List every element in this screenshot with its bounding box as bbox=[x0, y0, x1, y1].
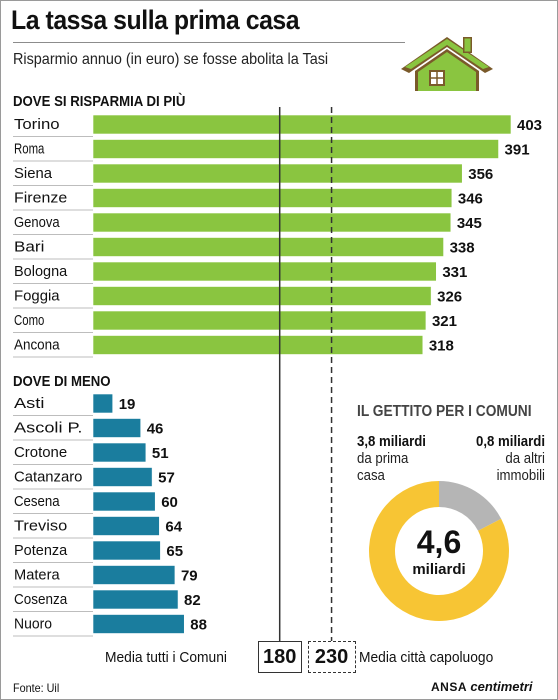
top-bar bbox=[92, 188, 453, 208]
donut-center-value: 4,6 bbox=[417, 524, 461, 560]
top-value-label: 321 bbox=[432, 313, 457, 330]
ansa-logo: ANSA centimetri bbox=[431, 679, 533, 694]
page-subtitle: Risparmio annuo (in euro) se fosse aboli… bbox=[13, 51, 329, 68]
page-title: La tassa sulla prima casa bbox=[11, 5, 300, 35]
bottom-bar bbox=[92, 589, 179, 610]
top-value-label: 326 bbox=[437, 289, 462, 306]
bottom-bar bbox=[92, 442, 147, 463]
revenue-donut: 4,6 miliardi bbox=[369, 481, 509, 621]
donut-center-unit: miliardi bbox=[412, 561, 465, 578]
top-value-label: 391 bbox=[505, 142, 530, 159]
capital-average-label: Media città capoluogo bbox=[359, 649, 494, 666]
revenue-title: IL GETTITO PER I COMUNI bbox=[357, 403, 532, 420]
house-icon bbox=[401, 37, 493, 91]
bottom-category-label: Crotone bbox=[14, 444, 67, 461]
bottom-bar bbox=[92, 614, 185, 634]
top-category-label: Firenze bbox=[14, 190, 67, 207]
donut-slice-prima-casa bbox=[369, 481, 509, 621]
top-category-label: Ancona bbox=[14, 337, 60, 354]
revenue-primary-value: 3,8 miliardi bbox=[357, 433, 426, 450]
bottom-category-label: Asti bbox=[14, 395, 44, 412]
revenue-other-value: 0,8 miliardi bbox=[476, 433, 545, 450]
top-category-label: Bologna bbox=[14, 263, 68, 280]
top-bar bbox=[92, 212, 452, 233]
bottom-value-label: 46 bbox=[147, 421, 164, 438]
bottom-bar bbox=[92, 516, 160, 536]
top-value-label: 345 bbox=[457, 215, 482, 232]
top-category-label: Torino bbox=[14, 116, 60, 133]
bottom-category-label: Matera bbox=[14, 567, 60, 584]
bottom-category-label: Cosenza bbox=[14, 591, 68, 608]
bottom-value-label: 51 bbox=[152, 445, 169, 462]
bottom-value-label: 19 bbox=[119, 396, 136, 413]
revenue-other-desc: da altri immobili bbox=[496, 450, 545, 484]
bottom-value-label: 57 bbox=[158, 470, 175, 487]
bottom-bar bbox=[92, 467, 153, 487]
revenue-other-label: 0,8 miliardi da altri immobili bbox=[469, 433, 545, 484]
top-category-label: Foggia bbox=[14, 288, 60, 305]
top-bar bbox=[92, 335, 424, 355]
top-bar bbox=[92, 286, 432, 306]
bottom-value-label: 65 bbox=[166, 543, 183, 560]
top-bar bbox=[92, 114, 512, 135]
source-note: Fonte: Uil bbox=[13, 681, 60, 695]
bottom-category-label: Nuoro bbox=[14, 616, 52, 633]
top-category-label: Genova bbox=[14, 214, 60, 231]
top-bar bbox=[92, 261, 437, 282]
top-value-label: 346 bbox=[458, 191, 483, 208]
bottom-category-label: Catanzaro bbox=[14, 469, 82, 486]
top-bar bbox=[92, 310, 427, 331]
capital-average-value: 230 bbox=[307, 641, 356, 673]
bottom-bar bbox=[92, 540, 161, 561]
top-category-label: Roma bbox=[14, 141, 45, 158]
donut-slice-altri-immobili bbox=[439, 481, 502, 531]
bottom-category-label: Treviso bbox=[14, 518, 67, 535]
top-value-label: 356 bbox=[468, 166, 493, 183]
bottom-category-label: Potenza bbox=[14, 542, 68, 559]
top-section-title: DOVE SI RISPARMIA DI PIÙ bbox=[13, 93, 186, 110]
bottom-category-label: Cesena bbox=[14, 493, 60, 510]
top-value-label: 338 bbox=[450, 240, 475, 257]
bottom-value-label: 82 bbox=[184, 592, 201, 609]
bottom-value-label: 64 bbox=[165, 519, 182, 536]
bottom-bar bbox=[92, 418, 142, 438]
bottom-bar bbox=[92, 393, 114, 414]
bottom-bar bbox=[92, 565, 176, 585]
overall-average-value: 180 bbox=[257, 641, 302, 673]
top-value-label: 403 bbox=[517, 117, 542, 134]
bottom-value-label: 79 bbox=[181, 568, 198, 585]
bottom-value-label: 60 bbox=[161, 494, 178, 511]
overall-average-label: Media tutti i Comuni bbox=[105, 649, 227, 666]
top-bar bbox=[92, 163, 463, 184]
revenue-primary-label: 3,8 miliardi da prima casa bbox=[357, 433, 426, 484]
bottom-section-title: DOVE DI MENO bbox=[13, 373, 111, 390]
top-category-label: Bari bbox=[14, 239, 44, 256]
bottom-category-label: Ascoli P. bbox=[14, 420, 82, 437]
top-value-label: 318 bbox=[429, 338, 454, 355]
title-divider bbox=[13, 42, 405, 43]
bottom-value-label: 88 bbox=[190, 617, 207, 634]
bottom-bar bbox=[92, 491, 156, 512]
top-category-label: Como bbox=[14, 312, 44, 329]
top-bar bbox=[92, 139, 499, 159]
revenue-primary-desc: da prima casa bbox=[357, 450, 409, 484]
top-bar bbox=[92, 237, 444, 257]
top-value-label: 331 bbox=[442, 264, 467, 281]
top-category-label: Siena bbox=[14, 165, 53, 182]
